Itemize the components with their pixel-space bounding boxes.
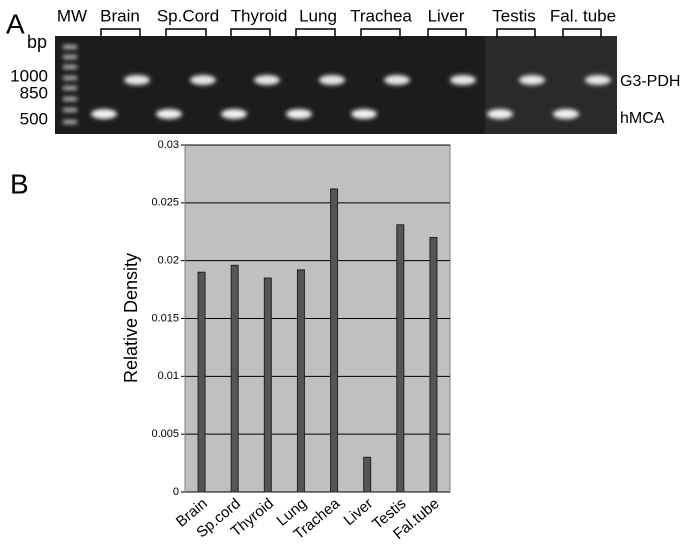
bar (197, 271, 206, 493)
bar (296, 269, 305, 493)
ladder-band (63, 55, 77, 59)
gel-band (384, 75, 410, 85)
size-marker: 1000 (10, 66, 48, 85)
bar (429, 237, 438, 493)
gel-band (450, 75, 476, 85)
lane-label: Brain (100, 6, 140, 25)
size-marker: 850 (20, 83, 48, 102)
x-tick-label: Liver (340, 495, 376, 529)
lane-label: Sp.Cord (157, 6, 219, 25)
gel-band (585, 75, 611, 85)
lane-bracket (165, 28, 207, 38)
gel-band (553, 109, 579, 119)
panel-label: B (10, 168, 29, 199)
ladder-band (63, 45, 77, 49)
gel-band (221, 109, 247, 119)
gel-band (319, 75, 345, 85)
y-tick-label: 0.015 (151, 312, 179, 324)
y-tick-label: 0.02 (158, 255, 179, 267)
band-label: hMCA (620, 110, 665, 127)
ladder-band (63, 120, 77, 124)
gel-band (519, 75, 545, 85)
gel-band (351, 109, 377, 119)
gel-band (190, 75, 216, 85)
lane-bracket (562, 28, 602, 38)
band-label: G3-PDH (620, 73, 680, 90)
gel-bands (63, 45, 611, 124)
size-marker: 500 (20, 109, 48, 128)
lane-bracket (230, 28, 271, 38)
lane-bracket (100, 28, 141, 38)
gel-band (487, 109, 513, 119)
panel-label: A (6, 8, 25, 39)
lane-label: Trachea (350, 6, 412, 25)
y-tick-label: 0.005 (151, 428, 179, 440)
lane-label: Testis (492, 6, 535, 25)
lane-label: Liver (428, 6, 465, 25)
bar (263, 277, 272, 493)
y-tick-label: 0 (173, 486, 179, 498)
lane-label: Thyroid (231, 6, 288, 25)
bp-label: bp (27, 32, 47, 52)
gel-band (286, 109, 312, 119)
y-tick-label: 0.03 (158, 139, 179, 151)
y-tick-label: 0.025 (151, 197, 179, 209)
ladder-band (63, 65, 77, 69)
gel-band (156, 109, 182, 119)
bar (396, 224, 405, 493)
lane-bracket (427, 28, 467, 38)
lane-bracket (360, 28, 401, 38)
bar (363, 456, 372, 493)
ladder-band (63, 97, 77, 101)
gel-band (254, 75, 280, 85)
ladder-band (63, 86, 77, 90)
lane-bracket (496, 28, 536, 38)
lane-label: MW (57, 6, 87, 25)
y-tick-label: 0.01 (158, 370, 179, 382)
lane-label: Lung (299, 6, 337, 25)
lane-bracket (295, 28, 336, 38)
ladder-band (63, 108, 77, 112)
gel-band (91, 109, 117, 119)
bar (330, 188, 339, 493)
gel-image-part (485, 36, 617, 134)
bar (230, 264, 239, 493)
gel-band (124, 75, 150, 85)
lane-label: Fal. tube (550, 6, 616, 25)
ladder-band (63, 76, 77, 80)
y-axis-label: Relative Density (121, 253, 141, 383)
